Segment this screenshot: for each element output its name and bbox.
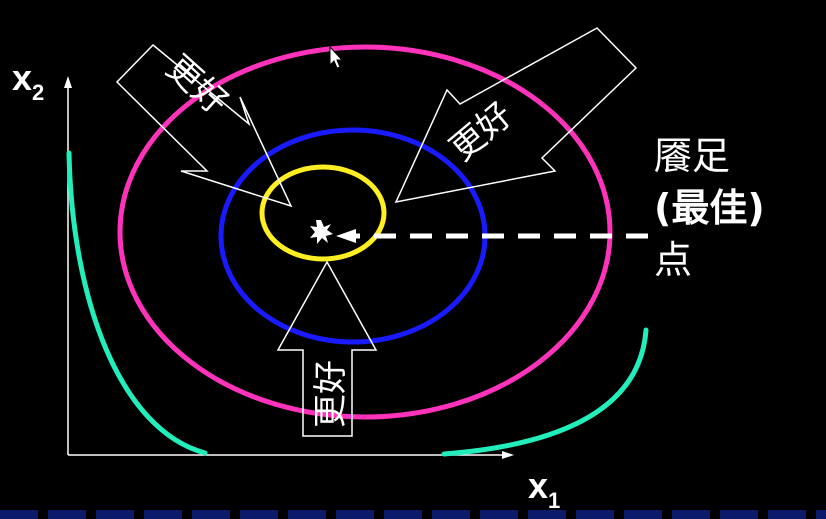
bliss-label-line3: 点 <box>654 238 693 282</box>
arrow-top-right-shape <box>394 27 638 204</box>
x-axis-label: x1 <box>528 468 560 512</box>
arrow-bottom: 更好 <box>276 260 378 437</box>
y-axis-arrowhead <box>64 76 72 88</box>
bliss-point-label: 餍足 (最佳) 点 <box>654 130 765 286</box>
bliss-label-line2: (最佳) <box>654 186 765 230</box>
outer-ellipse <box>117 44 613 420</box>
axes <box>64 76 514 459</box>
x-axis-arrowhead <box>502 451 514 459</box>
inner-ellipse <box>259 164 387 262</box>
indifference-curve-left <box>66 150 208 456</box>
bliss-arrowhead <box>336 229 356 243</box>
bliss-label-line1: 餍足 <box>654 134 731 178</box>
indifference-curve-right <box>441 327 649 457</box>
y-axis-label-sub: 2 <box>32 80 45 105</box>
arrow-bottom-label: 更好 <box>311 360 351 428</box>
arrow-top-right-label: 更好 <box>443 95 521 169</box>
arrow-bottom-shape <box>276 260 378 437</box>
arrow-top-left-shape <box>115 43 293 208</box>
y-axis-label: x2 <box>12 60 44 104</box>
arrow-top-left: 更好 <box>115 43 293 208</box>
x-axis-label-main: x <box>528 465 549 506</box>
bliss-point-star <box>310 220 333 244</box>
footer-decoration <box>0 510 826 519</box>
x-axis-label-sub: 1 <box>548 488 561 513</box>
y-axis-label-main: x <box>12 57 33 98</box>
cursor-icon <box>329 45 344 69</box>
